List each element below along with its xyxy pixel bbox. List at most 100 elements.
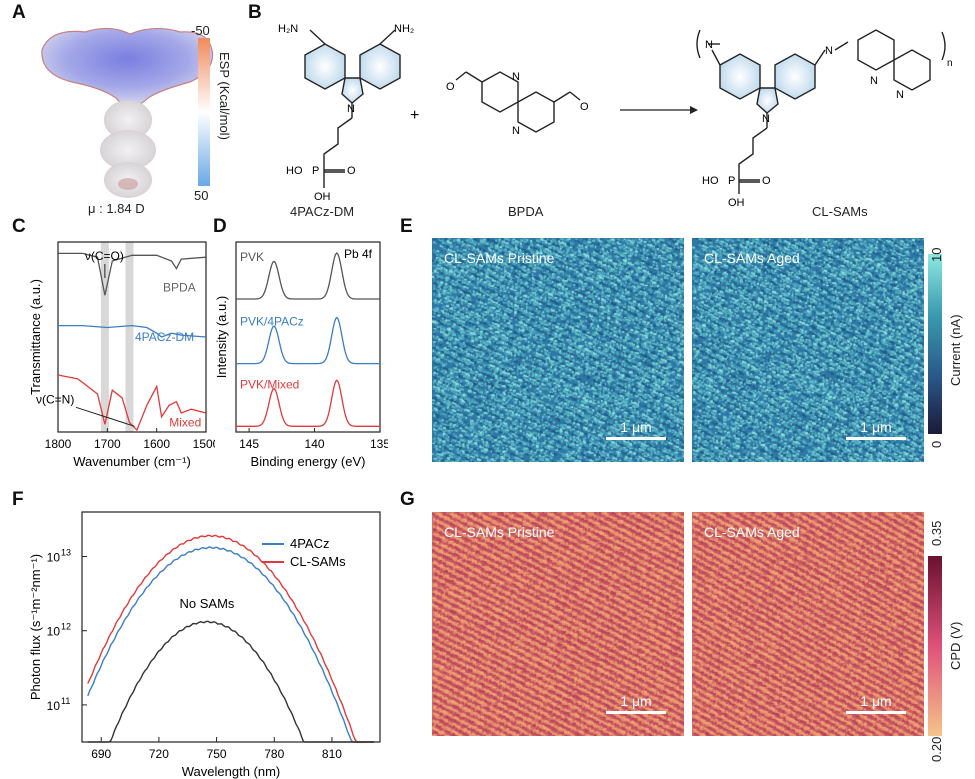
x-tick-label: 690 [91, 747, 111, 761]
y-axis-label: Intensity (a.u.) [214, 296, 229, 378]
reaction-arrowhead [690, 106, 698, 114]
series-line-CL-SAMs [87, 534, 375, 743]
map-g1-scalebar: 1 μm [606, 693, 666, 714]
series-line-Mixed [57, 374, 207, 432]
panel-label-g: G [400, 489, 415, 510]
esp-colorbar-min: 50 [194, 188, 209, 203]
annotation-cn: ν(C=N) [36, 393, 74, 407]
product-n-py1: N [870, 75, 878, 87]
x-tick-label: 140 [305, 437, 325, 451]
esp-neck [104, 100, 152, 140]
highlight-band-1 [125, 242, 134, 432]
y-tick-label: 10 [47, 625, 61, 639]
esp-body [100, 130, 156, 170]
cpd-colorbar-label: CPD (V) [948, 621, 963, 670]
product-name: CL-SAMs [812, 204, 868, 219]
series-label-Mixed: Mixed [169, 415, 201, 429]
x-tick-label: 1700 [94, 437, 121, 451]
series-line-No SAMs [87, 620, 375, 743]
y-tick-exponent: 11 [61, 696, 70, 706]
esp-colorbar [198, 38, 210, 186]
y-axis-label: Photon flux (s⁻¹m⁻²nm⁻¹) [28, 554, 43, 700]
esp-colorbar-max: -50 [191, 23, 210, 38]
y-tick-label: 10 [47, 551, 61, 565]
x-axis-label: Binding energy (eV) [251, 454, 366, 469]
map-e1-title: CL-SAMs Pristine [444, 250, 555, 266]
series-label-No SAMs: No SAMs [180, 596, 235, 611]
annotation-pb4f: Pb 4f [344, 247, 373, 261]
current-colorbar-label: Current (nA) [948, 314, 963, 386]
mol1-nh2-right: NH₂ [394, 23, 414, 35]
x-tick-label: 1600 [143, 437, 170, 451]
legend-label-CL-SAMs: CL-SAMs [290, 554, 346, 569]
y-tick-label: 10 [47, 699, 61, 713]
mol-cl-sams [696, 29, 946, 194]
series-label-PVK/4PACz: PVK/4PACz [240, 315, 304, 329]
mol1-ho: HO [286, 165, 303, 177]
map-e2-title: CL-SAMs Aged [704, 250, 800, 266]
cpd-colorbar [928, 556, 942, 736]
mol2-n1: N [512, 71, 520, 83]
x-tick-label: 1500 [193, 437, 215, 451]
x-tick-label: 720 [149, 747, 169, 761]
map-e1-scalebar: 1 μm [606, 419, 666, 440]
mol-bpda [455, 71, 581, 133]
legend-label-4PACz: 4PACz [290, 536, 330, 551]
annotation-cn-arrow [75, 406, 135, 427]
series-line-PVK [236, 252, 380, 300]
dipole-moment-label: μ : 1.84 D [88, 201, 145, 216]
map-g2-title: CL-SAMs Aged [704, 524, 800, 540]
current-colorbar-min: 0 [929, 440, 944, 448]
panel-label-c: C [12, 216, 26, 237]
y-tick-exponent: 13 [61, 548, 71, 558]
y-axis-label: Transmittance (a.u.) [28, 279, 43, 395]
map-g1-title: CL-SAMs Pristine [444, 524, 555, 540]
xps-chart: 145 140 135 Binding energy (eV) Intensity (a… [214, 241, 388, 469]
product-n-py2: N [896, 89, 904, 101]
cpd-map-pristine: CL-SAMs Pristine 1 μm [432, 512, 684, 736]
map-g2-scalebar: 1 μm [846, 693, 906, 714]
product-n-left: N [705, 39, 713, 51]
ftir-chart: 1800 1700 1600 1500Wavenumber (cm⁻¹) Transmi… [28, 241, 215, 469]
series-line-BPDA [58, 252, 207, 296]
reaction-scheme: H₂N NH₂ N P O HO OH + O O N N N N N [278, 23, 953, 209]
x-tick-label: 780 [264, 747, 284, 761]
series-line-4PACz-DM [58, 324, 207, 338]
esp-surface-figure [41, 27, 214, 198]
mol1-name: 4PACz-DM [290, 204, 355, 219]
series-label-PVK: PVK [240, 250, 264, 264]
panel-label-a: A [12, 2, 26, 23]
series-label-PVK/Mixed: PVK/Mixed [240, 377, 299, 391]
mol-4pacz-dm [304, 29, 401, 188]
series-label-BPDA: BPDA [163, 280, 196, 294]
panel-label-b: B [248, 2, 262, 23]
product-n-subscript: n [947, 58, 953, 69]
series-label-4PACz-DM: 4PACz-DM [135, 330, 194, 344]
panel-label-e: E [400, 216, 413, 237]
cpd-map-aged: CL-SAMs Aged 1 μm [692, 512, 924, 736]
y-tick-exponent: 12 [61, 622, 71, 632]
panel-label-d: D [213, 216, 227, 237]
product-ho: HO [702, 175, 719, 187]
mol1-oh: OH [314, 191, 331, 203]
x-axis-label: Wavenumber (cm⁻¹) [73, 454, 191, 469]
product-p: P [728, 175, 735, 187]
product-o: O [762, 175, 771, 187]
esp-head [41, 27, 214, 107]
current-map-pristine: CL-SAMs Pristine 1 μm [432, 238, 684, 462]
x-axis-label: Wavelength (nm) [182, 764, 281, 779]
mol2-o-right: O [580, 101, 589, 113]
current-colorbar-max: 10 [929, 247, 944, 262]
axes-frame [235, 241, 381, 433]
mol2-o-left: O [446, 81, 455, 93]
mol1-n: N [347, 103, 355, 115]
map-e2-scalebar: 1 μm [846, 419, 906, 440]
product-n: N [762, 113, 770, 125]
product-n-mid: N [825, 45, 833, 57]
series-line-PVK/4PACz [236, 316, 380, 365]
mol1-p: P [312, 165, 319, 177]
mol2-n2: N [512, 125, 520, 137]
x-tick-label: 810 [322, 747, 342, 761]
x-tick-label: 135 [370, 437, 388, 451]
